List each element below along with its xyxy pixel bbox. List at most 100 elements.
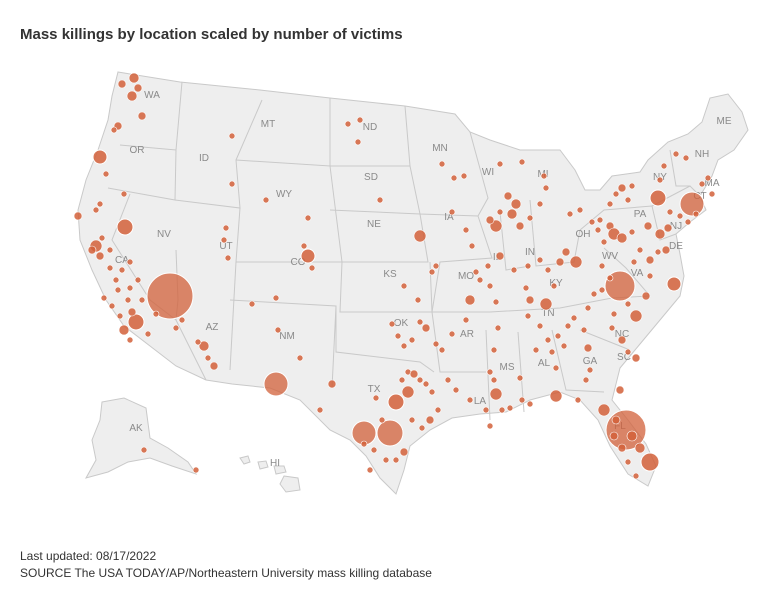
victim-bubble[interactable] bbox=[649, 189, 667, 207]
victim-bubble[interactable] bbox=[106, 246, 114, 254]
victim-bubble[interactable] bbox=[692, 210, 700, 218]
victim-bubble[interactable] bbox=[416, 376, 424, 384]
victim-bubble[interactable] bbox=[522, 284, 530, 292]
victim-bubble[interactable] bbox=[118, 266, 126, 274]
victim-bubble[interactable] bbox=[656, 176, 664, 184]
victim-bubble[interactable] bbox=[394, 332, 402, 340]
victim-bubble[interactable] bbox=[450, 174, 458, 182]
victim-bubble[interactable] bbox=[574, 396, 582, 404]
victim-bubble[interactable] bbox=[464, 294, 476, 306]
victim-bubble[interactable] bbox=[462, 316, 470, 324]
victim-bubble[interactable] bbox=[516, 374, 524, 382]
victim-bubble[interactable] bbox=[564, 322, 572, 330]
victim-bubble[interactable] bbox=[118, 324, 130, 336]
victim-bubble[interactable] bbox=[126, 258, 134, 266]
victim-bubble[interactable] bbox=[110, 126, 118, 134]
victim-bubble[interactable] bbox=[609, 431, 619, 441]
victim-bubble[interactable] bbox=[409, 369, 419, 379]
victim-bubble[interactable] bbox=[542, 184, 550, 192]
victim-bubble[interactable] bbox=[438, 346, 446, 354]
victim-bubble[interactable] bbox=[518, 158, 526, 166]
victim-bubble[interactable] bbox=[434, 406, 442, 414]
victim-bubble[interactable] bbox=[152, 310, 160, 318]
victim-bubble[interactable] bbox=[679, 191, 705, 217]
victim-bubble[interactable] bbox=[645, 255, 655, 265]
victim-bubble[interactable] bbox=[632, 472, 640, 480]
victim-bubble[interactable] bbox=[98, 234, 106, 242]
victim-bubble[interactable] bbox=[448, 208, 456, 216]
victim-bubble[interactable] bbox=[466, 396, 474, 404]
victim-bubble[interactable] bbox=[661, 245, 671, 255]
victim-bubble[interactable] bbox=[549, 389, 563, 403]
victim-bubble[interactable] bbox=[126, 336, 134, 344]
victim-bubble[interactable] bbox=[586, 366, 594, 374]
victim-bubble[interactable] bbox=[432, 262, 440, 270]
victim-bubble[interactable] bbox=[356, 116, 364, 124]
victim-bubble[interactable] bbox=[144, 330, 152, 338]
victim-bubble[interactable] bbox=[539, 297, 553, 311]
victim-bubble[interactable] bbox=[624, 348, 632, 356]
victim-bubble[interactable] bbox=[584, 304, 592, 312]
victim-bubble[interactable] bbox=[316, 406, 324, 414]
victim-bubble[interactable] bbox=[506, 404, 514, 412]
victim-bubble[interactable] bbox=[422, 380, 430, 388]
victim-bubble[interactable] bbox=[418, 424, 426, 432]
victim-bubble[interactable] bbox=[272, 294, 280, 302]
victim-bubble[interactable] bbox=[708, 190, 716, 198]
victim-bubble[interactable] bbox=[178, 316, 186, 324]
victim-bubble[interactable] bbox=[408, 416, 416, 424]
victim-bubble[interactable] bbox=[561, 247, 571, 257]
victim-bubble[interactable] bbox=[408, 336, 416, 344]
victim-bubble[interactable] bbox=[676, 212, 684, 220]
victim-bubble[interactable] bbox=[628, 228, 636, 236]
victim-bubble[interactable] bbox=[360, 440, 368, 448]
victim-bubble[interactable] bbox=[532, 346, 540, 354]
victim-bubble[interactable] bbox=[626, 430, 638, 442]
victim-bubble[interactable] bbox=[414, 296, 422, 304]
victim-bubble[interactable] bbox=[116, 312, 124, 320]
victim-bubble[interactable] bbox=[300, 242, 308, 250]
victim-bubble[interactable] bbox=[198, 340, 210, 352]
victim-bubble[interactable] bbox=[263, 371, 289, 397]
victim-bubble[interactable] bbox=[555, 257, 565, 267]
victim-bubble[interactable] bbox=[624, 458, 632, 466]
victim-bubble[interactable] bbox=[631, 353, 641, 363]
victim-bubble[interactable] bbox=[588, 218, 596, 226]
victim-bubble[interactable] bbox=[672, 150, 680, 158]
victim-bubble[interactable] bbox=[704, 174, 712, 182]
victim-bubble[interactable] bbox=[552, 364, 560, 372]
victim-bubble[interactable] bbox=[646, 272, 654, 280]
victim-bubble[interactable] bbox=[570, 314, 578, 322]
victim-bubble[interactable] bbox=[133, 83, 143, 93]
victim-bubble[interactable] bbox=[544, 336, 552, 344]
victim-bubble[interactable] bbox=[600, 238, 608, 246]
victim-bubble[interactable] bbox=[425, 415, 435, 425]
victim-bubble[interactable] bbox=[536, 322, 544, 330]
victim-bubble[interactable] bbox=[682, 154, 690, 162]
victim-bubble[interactable] bbox=[486, 368, 494, 376]
victim-bubble[interactable] bbox=[472, 268, 480, 276]
victim-bubble[interactable] bbox=[400, 282, 408, 290]
victim-bubble[interactable] bbox=[548, 348, 556, 356]
victim-bubble[interactable] bbox=[387, 393, 405, 411]
victim-bubble[interactable] bbox=[304, 214, 312, 222]
victim-bubble[interactable] bbox=[96, 200, 104, 208]
victim-bubble[interactable] bbox=[108, 302, 116, 310]
victim-bubble[interactable] bbox=[220, 236, 228, 244]
victim-bubble[interactable] bbox=[366, 466, 374, 474]
victim-bubble[interactable] bbox=[486, 282, 494, 290]
victim-bubble[interactable] bbox=[506, 208, 518, 220]
victim-bubble[interactable] bbox=[296, 354, 304, 362]
victim-bubble[interactable] bbox=[597, 403, 611, 417]
victim-bubble[interactable] bbox=[460, 172, 468, 180]
victim-bubble[interactable] bbox=[636, 246, 644, 254]
victim-bubble[interactable] bbox=[224, 254, 232, 262]
victim-bubble[interactable] bbox=[392, 456, 400, 464]
victim-bubble[interactable] bbox=[510, 198, 522, 210]
victim-bubble[interactable] bbox=[222, 224, 230, 232]
victim-bubble[interactable] bbox=[624, 196, 632, 204]
victim-bubble[interactable] bbox=[654, 228, 666, 240]
victim-bubble[interactable] bbox=[452, 386, 460, 394]
victim-bubble[interactable] bbox=[611, 415, 621, 425]
victim-bubble[interactable] bbox=[432, 340, 440, 348]
